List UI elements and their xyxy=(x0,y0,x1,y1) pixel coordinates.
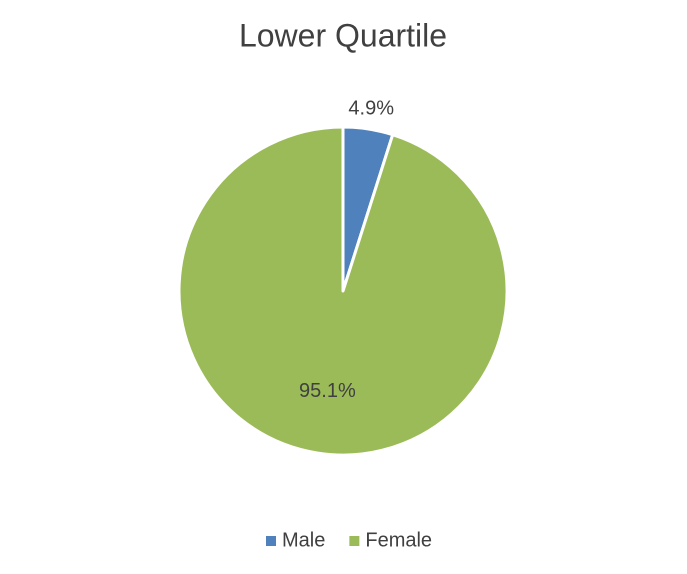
legend-swatch xyxy=(266,536,276,546)
chart-title: Lower Quartile xyxy=(239,17,447,53)
legend-label: Male xyxy=(282,529,325,551)
legend-swatch xyxy=(349,536,360,546)
data-label: 4.9% xyxy=(348,97,394,119)
pie-slice xyxy=(177,125,509,457)
legend-label: Female xyxy=(365,529,432,551)
data-label: 95.1% xyxy=(299,380,356,402)
